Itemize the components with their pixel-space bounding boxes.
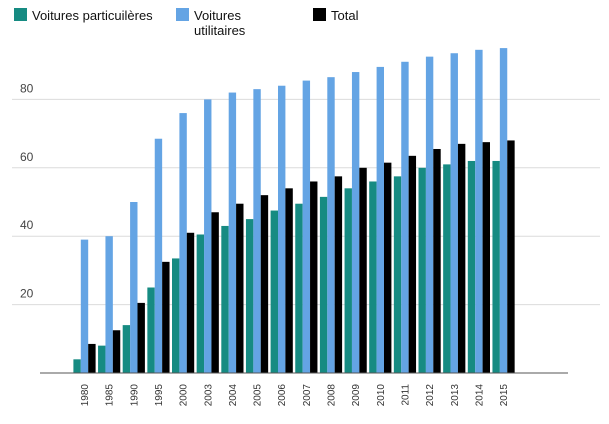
bar-total-1980 — [88, 343, 96, 373]
legend-label-line: Voitures particuilères — [32, 8, 153, 23]
x-tick-label: 1980 — [80, 384, 91, 407]
bar-voitures-particuil-res-1995 — [147, 287, 155, 373]
x-tick-label: 2015 — [499, 384, 510, 407]
x-tick-label: 2004 — [228, 384, 239, 407]
x-tick-label: 2010 — [376, 384, 387, 407]
bar-voitures-utilitaires-2011 — [401, 61, 409, 373]
legend-swatch — [14, 8, 27, 21]
bar-voitures-particuil-res-1985 — [98, 345, 106, 373]
x-tick-label: 2013 — [450, 384, 461, 407]
bar-voitures-utilitaires-2009 — [351, 72, 360, 373]
legend: Voitures particuilères Voitures utilitaire… — [14, 8, 359, 38]
legend-label-line: utilitaires — [194, 23, 246, 38]
bar-voitures-utilitaires-1980 — [80, 239, 89, 373]
bar-voitures-utilitaires-2004 — [228, 92, 237, 373]
x-tick-label: 2011 — [400, 384, 411, 406]
bar-voitures-particuil-res-2003 — [196, 234, 205, 373]
bar-total-2000 — [186, 232, 195, 373]
bar-voitures-particuil-res-2005 — [245, 219, 254, 373]
x-tick-label: 2005 — [253, 384, 264, 407]
bar-total-2014 — [482, 142, 490, 373]
bar-total-2008 — [334, 176, 343, 373]
bar-total-2004 — [236, 203, 244, 373]
bar-voitures-utilitaires-2008 — [327, 77, 335, 374]
bar-total-2013 — [457, 143, 466, 373]
x-tick-label: 2014 — [474, 384, 485, 407]
bar-total-1985 — [112, 330, 121, 373]
bar-voitures-particuil-res-2010 — [369, 181, 377, 373]
bar-voitures-utilitaires-1995 — [154, 138, 163, 373]
legend-swatch — [313, 8, 326, 21]
bar-total-2010 — [384, 162, 392, 373]
bar-voitures-particuil-res-1980 — [73, 359, 81, 373]
bar-voitures-utilitaires-2013 — [450, 53, 458, 373]
y-tick-label: 60 — [20, 150, 34, 164]
bar-total-2011 — [408, 155, 417, 373]
legend-label: Total — [331, 8, 359, 23]
x-axis: 1980 1985 1990 1995 2000 2003 2004 2005 2006 2007… — [80, 384, 510, 407]
bar-voitures-utilitaires-2006 — [278, 85, 286, 373]
legend-label-line: Total — [331, 8, 359, 23]
bar-voitures-utilitaires-2010 — [376, 66, 384, 373]
bar-voitures-utilitaires-2005 — [253, 89, 261, 373]
x-tick-label: 1995 — [154, 384, 165, 407]
legend-swatch — [176, 8, 189, 21]
x-tick-label: 2003 — [203, 384, 214, 407]
x-tick-label: 1985 — [105, 384, 116, 407]
bar-voitures-utilitaires-2012 — [425, 56, 434, 374]
bar-voitures-utilitaires-2014 — [475, 49, 483, 374]
x-tick-label: 2009 — [351, 384, 362, 407]
x-tick-label: 2000 — [179, 384, 190, 407]
bar-total-2015 — [507, 140, 515, 373]
x-tick-label: 2006 — [277, 384, 288, 407]
x-tick-label: 2008 — [327, 384, 338, 407]
x-tick-label: 2007 — [302, 384, 313, 407]
legend-label-line: Voitures — [194, 8, 241, 23]
bar-voitures-utilitaires-1985 — [105, 236, 113, 373]
bar-total-1995 — [162, 261, 170, 373]
bar-voitures-utilitaires-2007 — [302, 80, 311, 373]
bar-voitures-particuil-res-2015 — [492, 160, 500, 373]
bar-voitures-utilitaires-2000 — [179, 113, 187, 373]
bar-voitures-particuil-res-1990 — [122, 325, 131, 373]
y-tick-label: 40 — [20, 218, 34, 232]
x-tick-label: 1990 — [129, 384, 140, 407]
bar-voitures-utilitaires-2003 — [204, 99, 212, 374]
bar-voitures-particuil-res-2009 — [344, 188, 352, 373]
bar-voitures-particuil-res-2004 — [221, 225, 229, 373]
bar-voitures-utilitaires-2015 — [499, 48, 508, 373]
bar-total-2009 — [359, 167, 367, 373]
bar-voitures-utilitaires-1990 — [130, 202, 138, 373]
bar-voitures-particuil-res-2011 — [393, 176, 402, 373]
bar-total-2012 — [433, 148, 441, 373]
x-tick-label: 2012 — [425, 384, 436, 407]
y-tick-label: 20 — [20, 287, 34, 301]
bars — [73, 48, 515, 374]
y-tick-label: 80 — [20, 81, 34, 95]
bar-total-2005 — [260, 195, 269, 373]
bar-total-2006 — [285, 188, 293, 373]
bar-voitures-particuil-res-2014 — [467, 160, 476, 373]
bar-voitures-particuil-res-2006 — [270, 210, 278, 373]
bar-voitures-particuil-res-2013 — [443, 164, 451, 373]
bar-total-2003 — [211, 212, 219, 373]
bar-total-2007 — [310, 181, 318, 373]
bar-voitures-particuil-res-2000 — [172, 258, 180, 373]
legend-label: Voitures utilitaires — [194, 8, 246, 38]
y-axis: 20 40 60 80 — [20, 81, 34, 300]
bar-voitures-particuil-res-2008 — [319, 196, 328, 373]
legend-label: Voitures particuilères — [32, 8, 153, 23]
bar-voitures-particuil-res-2007 — [295, 203, 303, 373]
bar-voitures-particuil-res-2012 — [418, 167, 426, 373]
bar-total-1990 — [137, 302, 145, 373]
